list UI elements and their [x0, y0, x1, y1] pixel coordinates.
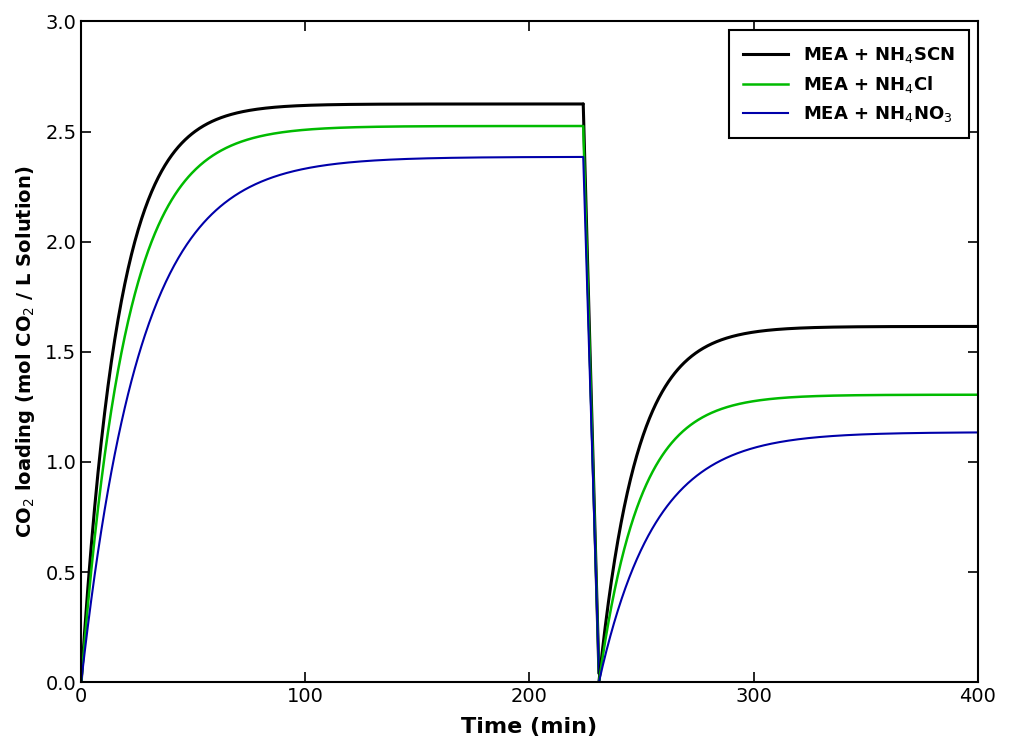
Legend: MEA + NH$_4$SCN, MEA + NH$_4$Cl, MEA + NH$_4$NO$_3$: MEA + NH$_4$SCN, MEA + NH$_4$Cl, MEA + N… — [728, 31, 969, 138]
X-axis label: Time (min): Time (min) — [462, 717, 598, 737]
Y-axis label: CO$_2$ loading (mol CO$_2$ / L Solution): CO$_2$ loading (mol CO$_2$ / L Solution) — [14, 165, 37, 538]
